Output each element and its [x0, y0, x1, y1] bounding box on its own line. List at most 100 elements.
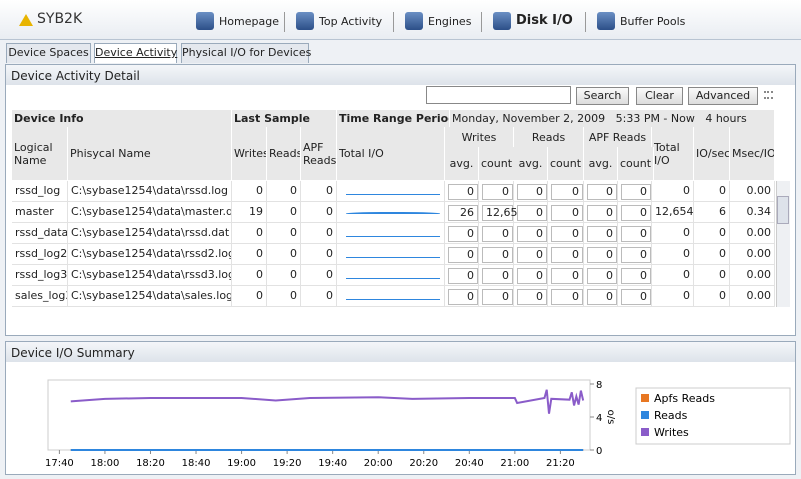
- nav-item[interactable]: Engines: [428, 15, 472, 28]
- header-group: Last Sample: [232, 110, 337, 127]
- x-tick-label: 18:20: [136, 458, 165, 469]
- x-tick-label: 20:40: [455, 458, 484, 469]
- cell: [445, 286, 479, 307]
- cell: [479, 244, 514, 265]
- cell: [584, 286, 618, 307]
- cell: 0: [652, 244, 694, 265]
- sparkline: [346, 236, 440, 237]
- search-input[interactable]: [426, 86, 571, 104]
- warning-icon: [19, 14, 33, 26]
- legend-swatch: [641, 394, 649, 402]
- value-box: 0: [517, 205, 547, 221]
- scroll-thumb[interactable]: [777, 196, 789, 224]
- cell: 0: [267, 202, 301, 223]
- brand: SYB2K: [37, 11, 83, 27]
- cell: [618, 265, 652, 286]
- x-tick-label: 19:00: [227, 458, 256, 469]
- cell: [479, 286, 514, 307]
- cell[interactable]: rssd_log3: [12, 265, 68, 286]
- cell: 0.00: [730, 181, 775, 202]
- detail-panel: [5, 64, 796, 336]
- panel-title-bar: [6, 65, 795, 85]
- cell[interactable]: rssd_data: [12, 223, 68, 244]
- y-tick-label: 8: [596, 380, 602, 391]
- button[interactable]: Clear: [636, 87, 683, 105]
- cell: [584, 265, 618, 286]
- cell[interactable]: rssd_log: [12, 181, 68, 202]
- x-tick-label: 18:00: [91, 458, 120, 469]
- cell[interactable]: master: [12, 202, 68, 223]
- value-box: 0: [517, 226, 547, 242]
- tab[interactable]: Device Activity: [94, 43, 177, 63]
- sub-header: avg.: [584, 147, 618, 180]
- column-header: Writes: [232, 127, 267, 180]
- value-box: 0: [621, 247, 651, 263]
- value-box: 0: [587, 226, 617, 242]
- sparkline-cell: [337, 202, 445, 223]
- value-box: 0: [482, 268, 513, 284]
- tab[interactable]: Physical I/O for Devices: [181, 43, 311, 63]
- nav-item[interactable]: Disk I/O: [516, 13, 573, 28]
- value-box: 0: [517, 247, 547, 263]
- cell: 0: [694, 244, 730, 265]
- cell: [584, 202, 618, 223]
- nav-item[interactable]: Buffer Pools: [620, 15, 686, 28]
- cell: 0: [232, 265, 267, 286]
- column-header: IO/sec: [694, 127, 730, 180]
- nav-icon: [493, 12, 511, 30]
- value-box: 0: [587, 289, 617, 305]
- nav-item[interactable]: Top Activity: [319, 15, 383, 28]
- sub-header: count: [548, 147, 584, 180]
- value-box: 0: [482, 289, 513, 305]
- button[interactable]: Search: [576, 87, 629, 105]
- nav-icon: [405, 12, 423, 30]
- column-header: Msec/IO: [730, 127, 775, 180]
- cell: 0: [301, 181, 337, 202]
- nav-item[interactable]: Homepage: [219, 15, 279, 28]
- cell: 0: [267, 181, 301, 202]
- cell: 0.00: [730, 265, 775, 286]
- cell: [548, 286, 584, 307]
- legend-swatch: [641, 411, 649, 419]
- sparkline-cell: [337, 181, 445, 202]
- cell: C:\sybase1254\data\rssd2.log: [68, 244, 232, 265]
- nav-icon: [597, 12, 615, 30]
- x-tick-label: 19:40: [318, 458, 347, 469]
- cell: [514, 265, 548, 286]
- column-header: Writes: [445, 127, 514, 147]
- sub-header: count: [479, 147, 515, 180]
- x-tick-label: 21:00: [500, 458, 529, 469]
- value-box: 0: [621, 289, 651, 305]
- panel-title-bar: [6, 342, 795, 362]
- cell: 0: [652, 265, 694, 286]
- nav-icon: [196, 12, 214, 30]
- y-tick-label: 0: [596, 446, 602, 457]
- column-header: Total I/O: [652, 127, 694, 180]
- cell[interactable]: rssd_log2: [12, 244, 68, 265]
- y-axis-label: o/s: [605, 410, 616, 425]
- x-tick-label: 19:20: [273, 458, 302, 469]
- nav-separator: [284, 12, 285, 32]
- cell: 0: [267, 223, 301, 244]
- value-box: 0: [517, 289, 547, 305]
- sub-header: avg.: [445, 147, 479, 180]
- value-box: 0: [551, 226, 583, 242]
- button[interactable]: Advanced: [688, 87, 758, 105]
- value-box: 0: [551, 268, 583, 284]
- value-box: 0: [448, 289, 478, 305]
- legend-label: Writes: [654, 426, 689, 439]
- cell: [445, 265, 479, 286]
- cell: 0: [267, 244, 301, 265]
- nav-separator: [393, 12, 394, 32]
- cell: [514, 181, 548, 202]
- value-box: 26: [448, 205, 478, 221]
- sparkline: [346, 257, 440, 258]
- value-box: 0: [551, 205, 583, 221]
- cell: 0.34: [730, 202, 775, 223]
- header-group: Time Range Period:: [337, 110, 450, 127]
- cell[interactable]: sales_log3: [12, 286, 68, 307]
- tab[interactable]: Device Spaces: [6, 43, 91, 63]
- sub-header: count: [618, 147, 654, 180]
- cell: [445, 181, 479, 202]
